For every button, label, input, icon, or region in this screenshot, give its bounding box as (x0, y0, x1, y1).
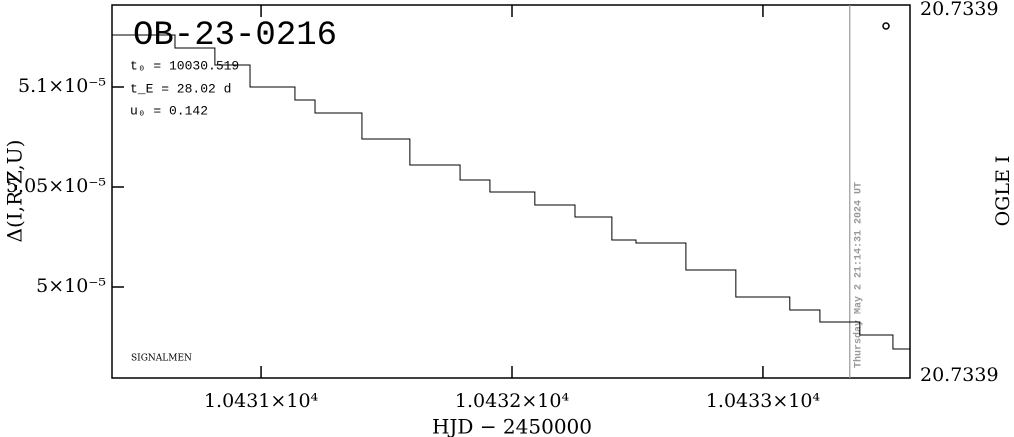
y-axis-label: Δ(I,R-Z,U) (3, 140, 27, 243)
annotation: t_E = 28.02 d (130, 81, 231, 96)
footer-note: SIGNALMEN (131, 354, 192, 364)
annotation: t₀ = 10030.519 (130, 58, 239, 73)
chart-title: OB-23-0216 (133, 17, 337, 55)
plot-frame (111, 4, 911, 379)
y2-tick-label: 20.7339 (920, 0, 999, 20)
annotation: u₀ = 0.142 (130, 103, 208, 118)
y-tick-label: 5.05×10⁻⁵ (6, 175, 106, 197)
x-tick-label: 1.0432×10⁴ (455, 390, 570, 412)
y2-tick-label: 20.7339 (920, 364, 999, 386)
y2-axis-label: OGLE I (992, 156, 1014, 227)
x-axis-label: HJD − 2450000 (432, 415, 592, 437)
y-tick-label: 5.1×10⁻⁵ (18, 75, 106, 97)
x-tick-label: 1.0431×10⁴ (204, 390, 319, 412)
step-line (112, 34, 910, 350)
y-tick-label: 5×10⁻⁵ (36, 275, 106, 297)
date-stamp: Thursday May 2 21:14:31 2024 UT (852, 182, 864, 368)
marker-dot (882, 22, 890, 30)
x-tick-label: 1.0433×10⁴ (706, 390, 821, 412)
